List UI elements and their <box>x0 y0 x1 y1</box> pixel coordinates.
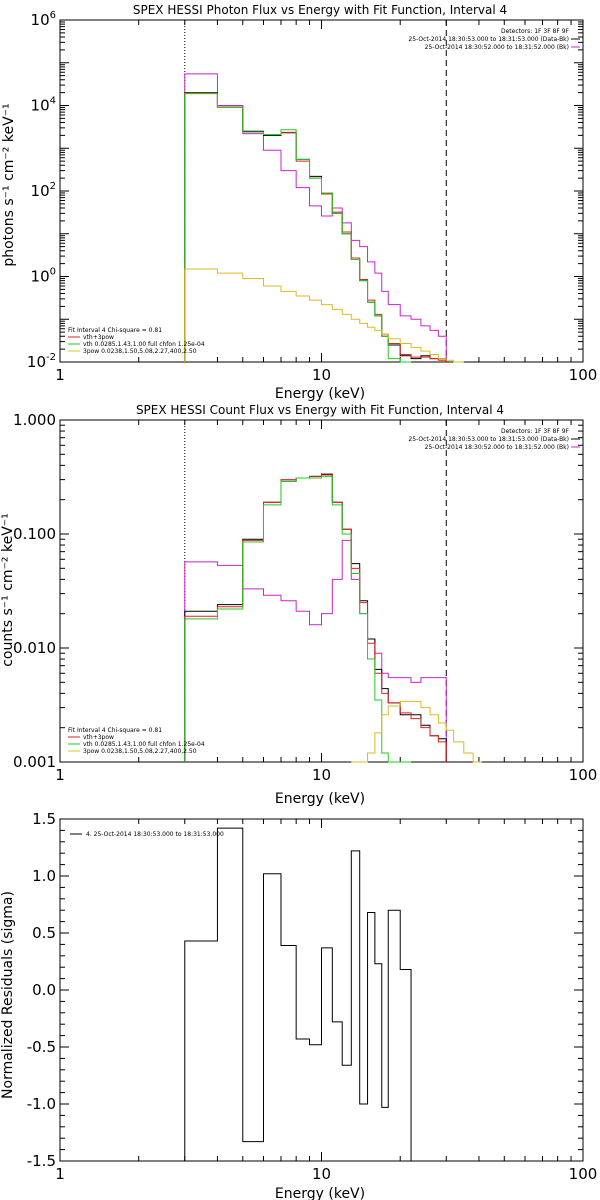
legend-bottom-text: vth+3pow <box>83 334 114 341</box>
residuals-panel: Energy (keV) Normalized Residuals (sigma… <box>0 810 597 1200</box>
series-thermal <box>184 93 412 363</box>
count-x-axis-label: Energy (keV) <box>275 791 365 807</box>
y-tick-label: 0.001 <box>13 753 56 771</box>
y-tick-label: 102 <box>31 181 56 200</box>
x-tick-label: 100 <box>569 766 598 784</box>
series-total <box>184 474 447 762</box>
legend-top-text: 25-Oct-2014 18:30:52.000 to 18:31:52.000… <box>425 44 569 51</box>
residuals-x-axis-label: Energy (keV) <box>275 1186 365 1200</box>
residuals-legend-text: 4. 25-Oct-2014 18:30:53.000 to 18:31:53.… <box>86 831 224 838</box>
y-tick-label: 1.5 <box>32 810 56 828</box>
legend-bottom-text: vth+3pow <box>83 734 114 741</box>
x-tick-label: 10 <box>312 1165 331 1183</box>
photon-x-axis-label: Energy (keV) <box>275 386 365 402</box>
plot-frame <box>59 419 584 763</box>
residuals-plot-area: 1 10 100 1.5 1.0 0.5 0.0 -0.5 -1.0 -1.5 <box>27 810 598 1183</box>
y-tick-label: -1.0 <box>27 1095 56 1113</box>
series-data <box>184 92 447 362</box>
photon-y-axis-label: photons s⁻¹ cm⁻² keV⁻¹ <box>1 103 17 266</box>
x-tick-label: 1 <box>55 1165 65 1183</box>
x-tick-label: 10 <box>312 766 331 784</box>
legend-top-text: 25-Oct-2014 18:30:53.000 to 18:31:53.000… <box>408 436 569 443</box>
photon-chart-title: SPEX HESSI Photon Flux vs Energy with Fi… <box>133 3 507 17</box>
legend-bottom-text: 3pow 0.0238,1.50,5.08,2.27,400,2.50 <box>83 348 197 355</box>
legend-top-text: Detectors: 1F 3F 8F 9F <box>501 28 570 35</box>
y-tick-label: 1.0 <box>32 867 56 885</box>
series-total <box>184 92 447 362</box>
photon-plot-area: 1 10 100 10-2 100 102 104 106 Detectors: 1F 3F 8… <box>27 10 597 384</box>
legend-top-text: 25-Oct-2014 18:30:53.000 to 18:31:53.000… <box>408 36 569 43</box>
legend-top-text: 25-Oct-2014 18:30:52.000 to 18:31:52.000… <box>425 444 569 451</box>
series-data <box>184 473 447 762</box>
y-tick-label: 0.0 <box>32 981 56 999</box>
legend-bottom-text: 3pow 0.0238,1.50,5.08,2.27,400,2.50 <box>83 748 197 755</box>
legend-top-text: Detectors: 1F 3F 8F 9F <box>501 428 570 435</box>
series-bk <box>184 539 447 762</box>
count-y-axis-label: counts s⁻¹ cm⁻² keV⁻¹ <box>0 513 16 667</box>
x-tick-label: 1 <box>55 766 65 784</box>
x-tick-label: 100 <box>569 366 598 384</box>
y-tick-label: 104 <box>31 96 56 115</box>
photon-flux-panel: SPEX HESSI Photon Flux vs Energy with Fi… <box>1 3 597 402</box>
legend-bottom-text: vth 0.0285,1.43,1.00 full chfon 1.25e-04 <box>83 741 205 748</box>
x-tick-label: 10 <box>312 366 331 384</box>
count-chart-title: SPEX HESSI Count Flux vs Energy with Fit… <box>136 403 504 417</box>
series-thermal <box>184 475 412 763</box>
residuals-y-axis-label: Normalized Residuals (sigma) <box>0 891 16 1099</box>
x-tick-label: 1 <box>55 366 65 384</box>
legend-bottom-text: Fit Interval 4 Chi-square = 0.81 <box>68 327 162 334</box>
legend-bottom-text: Fit Interval 4 Chi-square = 0.81 <box>68 727 162 734</box>
y-tick-label: 100 <box>31 267 56 286</box>
count-plot-area: 1 10 100 0.001 0.010 0.100 1.000 Detectors: 1F … <box>13 411 597 784</box>
x-tick-label: 100 <box>569 1165 598 1183</box>
count-flux-panel: SPEX HESSI Count Flux vs Energy with Fit… <box>0 403 597 807</box>
y-tick-label: 1.000 <box>13 411 56 429</box>
series-bk <box>184 73 447 362</box>
y-tick-label: 106 <box>31 10 56 29</box>
series-nonthermal <box>351 700 482 763</box>
y-tick-label: 0.100 <box>13 525 56 543</box>
series-residuals <box>184 827 412 1161</box>
y-tick-label: 0.5 <box>32 924 56 942</box>
y-tick-label: -1.5 <box>27 1152 56 1170</box>
series-nonthermal <box>184 268 464 363</box>
y-tick-label: 10-2 <box>27 352 56 371</box>
y-tick-label: -0.5 <box>27 1038 56 1056</box>
legend-bottom-text: vth 0.0285,1.43,1.00 full chfon 1.25e-04 <box>83 341 205 348</box>
y-tick-label: 0.010 <box>13 639 56 657</box>
